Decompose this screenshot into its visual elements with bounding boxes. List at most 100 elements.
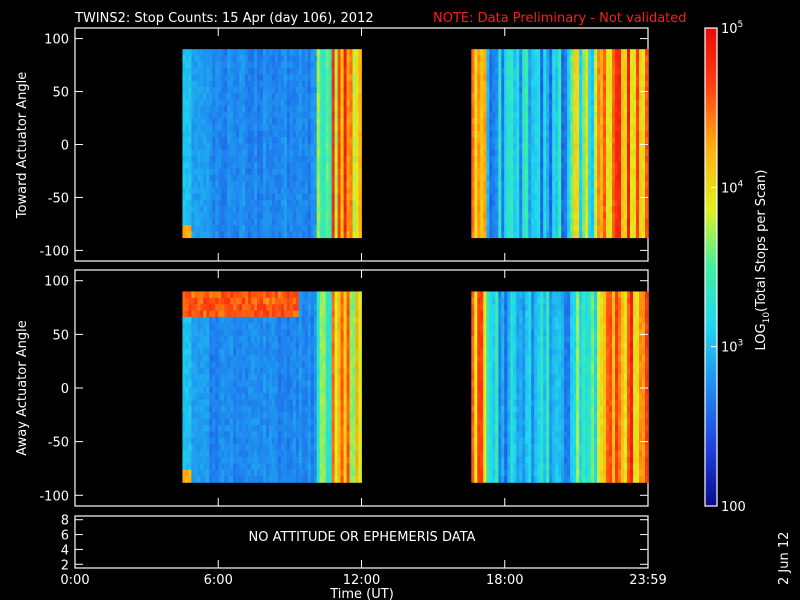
heatmap-cell — [263, 348, 267, 356]
heatmap-cell — [227, 168, 231, 176]
heatmap-cell — [251, 162, 255, 169]
heatmap-cell — [274, 361, 279, 369]
heatmap-cell — [307, 212, 312, 220]
heatmap-cell — [301, 218, 306, 226]
heatmap-cell — [271, 374, 276, 381]
heatmap-cell — [292, 200, 297, 207]
heatmap-cell — [295, 456, 300, 464]
heatmap-cell — [621, 200, 625, 207]
heatmap-cell — [280, 367, 285, 375]
heatmap-cell — [298, 323, 303, 331]
heatmap-cell — [319, 149, 324, 157]
heatmap-cell — [573, 99, 577, 107]
heatmap-cell — [230, 355, 234, 362]
heatmap-cell — [191, 143, 195, 151]
heatmap-cell — [588, 80, 592, 88]
heatmap-cell — [236, 124, 240, 132]
heatmap-cell — [328, 231, 333, 239]
heatmap-cell — [298, 105, 303, 113]
heatmap-cell — [271, 297, 276, 305]
heatmap-cell — [343, 112, 347, 119]
heatmap-cell — [301, 55, 306, 63]
heatmap-cell — [283, 200, 288, 207]
heatmap-cell — [498, 162, 502, 169]
heatmap-cell — [543, 74, 547, 81]
heatmap-cell — [221, 316, 225, 324]
heatmap-cell — [266, 130, 270, 138]
heatmap-cell — [606, 212, 610, 220]
heatmap-cell — [251, 386, 255, 394]
heatmap-cell — [609, 86, 613, 94]
heatmap-cell — [263, 181, 267, 188]
heatmap-cell — [277, 393, 282, 401]
heatmap-cell — [349, 200, 353, 207]
heatmap-cell — [289, 336, 294, 343]
heatmap-cell — [215, 93, 219, 100]
heatmap-cell — [325, 137, 330, 144]
heatmap-cell — [498, 130, 502, 138]
heatmap-cell — [283, 380, 288, 388]
heatmap-cell — [307, 149, 312, 157]
heatmap-cell — [621, 187, 625, 195]
heatmap-cell — [212, 124, 216, 132]
heatmap-cell — [182, 418, 186, 426]
heatmap-cell — [277, 469, 282, 477]
heatmap-cell — [501, 112, 505, 119]
heatmap-cell — [188, 174, 192, 182]
heatmap-cell — [477, 225, 481, 232]
heatmap-cell — [254, 149, 258, 157]
heatmap-cell — [227, 149, 231, 157]
heatmap-cell — [585, 137, 589, 144]
heatmap-cell — [206, 437, 210, 445]
heatmap-cell — [215, 316, 219, 324]
heatmap-cell — [579, 86, 583, 94]
heatmap-cell — [489, 156, 493, 163]
heatmap-cell — [280, 304, 285, 311]
heatmap-cell — [212, 68, 216, 75]
heatmap-cell — [260, 99, 264, 107]
heatmap-cell — [594, 200, 598, 207]
heatmap-cell — [304, 355, 309, 362]
heatmap-cell — [558, 130, 562, 138]
heatmap-cell — [322, 93, 327, 100]
heatmap-cell — [185, 469, 189, 477]
heatmap-cell — [627, 231, 631, 239]
heatmap-cell — [233, 162, 237, 169]
heatmap-cell — [633, 55, 637, 63]
heatmap-cell — [298, 93, 303, 100]
heatmap-cell — [313, 231, 318, 239]
heatmap-cell — [322, 86, 327, 94]
heatmap-cell — [501, 162, 505, 169]
heatmap-cell — [555, 130, 559, 138]
heatmap-cell — [564, 74, 568, 81]
heatmap-cell — [236, 355, 240, 362]
heatmap-cell — [331, 137, 336, 144]
heatmap-cell — [292, 55, 297, 63]
heatmap-cell — [477, 181, 481, 188]
heatmap-cell — [349, 193, 353, 201]
heatmap-cell — [277, 193, 282, 201]
heatmap-cell — [230, 156, 234, 163]
heatmap-cell — [483, 156, 487, 163]
heatmap-cell — [197, 118, 201, 125]
heatmap-cell — [579, 105, 583, 113]
heatmap-cell — [188, 355, 192, 362]
heatmap-cell — [528, 118, 532, 125]
heatmap-cell — [477, 93, 481, 100]
heatmap-cell — [242, 355, 246, 362]
heatmap-cell — [215, 74, 219, 81]
heatmap-cell — [588, 68, 592, 75]
heatmap-cell — [268, 168, 273, 176]
heatmap-cell — [224, 310, 228, 318]
heatmap-cell — [319, 329, 324, 337]
heatmap-cell — [224, 130, 228, 138]
heatmap-cell — [567, 112, 571, 119]
heatmap-cell — [218, 124, 222, 132]
heatmap-cell — [197, 61, 201, 69]
heatmap-cell — [516, 80, 520, 88]
heatmap-cell — [304, 367, 309, 375]
heatmap-cell — [576, 124, 580, 132]
heatmap-cell — [274, 393, 279, 401]
heatmap-cell — [242, 456, 246, 464]
heatmap-cell — [630, 193, 634, 201]
